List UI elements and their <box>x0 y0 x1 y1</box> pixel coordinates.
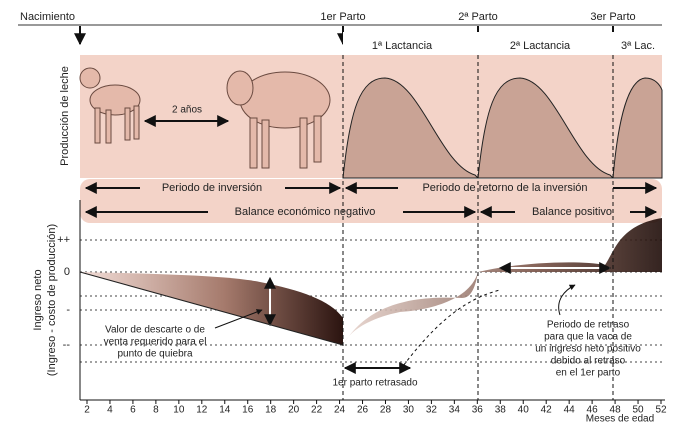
x-tick-label: 52 <box>655 405 667 416</box>
x-tick-label: 14 <box>219 405 231 416</box>
x-tick-label: 26 <box>357 405 369 416</box>
x-tick-label: 10 <box>173 405 185 416</box>
cull-line <box>79 271 344 346</box>
positive-area <box>343 218 662 345</box>
y-level-label: ++ <box>57 234 70 246</box>
y-label: (Ingreso - costo de producción) <box>46 224 58 376</box>
lactation-curve <box>342 77 480 179</box>
x-tick-label: 28 <box>380 405 392 416</box>
period-label: Balance positivo <box>532 206 612 218</box>
x-tick-label: 16 <box>242 405 254 416</box>
timeline-label: Nacimiento <box>20 11 75 23</box>
x-tick-label: 8 <box>153 405 159 416</box>
x-tick-label: 50 <box>632 405 644 416</box>
heifer-icon <box>226 70 331 169</box>
y-label: Ingreso neto <box>32 269 44 330</box>
x-tick-label: 38 <box>495 405 507 416</box>
period-label: Periodo de retorno de la inversión <box>422 182 587 194</box>
period-label: Balance económico negativo <box>235 206 376 218</box>
x-tick-label: 12 <box>196 405 208 416</box>
y-level-label: -- <box>63 339 71 351</box>
annotation: 1er parto retrasado <box>332 378 417 389</box>
calf-icon <box>79 67 141 144</box>
x-tick-label: 42 <box>541 405 553 416</box>
lactation-curve <box>612 77 663 179</box>
x-tick-label: 6 <box>130 405 136 416</box>
annotation: punto de quiebra <box>117 349 193 360</box>
lactation-label: 1ª Lactancia <box>372 40 433 52</box>
annotation: venta requerido para el <box>104 337 207 348</box>
x-tick-label: 20 <box>288 405 300 416</box>
annotation: Periodo de retraso <box>547 320 630 331</box>
lactation-curve <box>477 77 615 179</box>
x-tick-label: 22 <box>311 405 323 416</box>
x-tick-label: 4 <box>107 405 113 416</box>
annotation: debido al retraso <box>551 356 626 367</box>
y-level-label: 0 <box>64 266 70 278</box>
lactation-label: 2ª Lactancia <box>510 40 571 52</box>
lactation-label: 3ª Lac. <box>621 40 655 52</box>
x-tick-label: 36 <box>472 405 484 416</box>
timeline-label: 2ª Parto <box>458 11 498 23</box>
calving-lines <box>342 55 614 400</box>
x-tick-label: 32 <box>426 405 438 416</box>
annotation: un ingreso neto positivo <box>535 344 641 355</box>
annotation: para que la vaca de <box>544 332 632 343</box>
x-tick-label: 48 <box>610 405 622 416</box>
x-tick-label: 40 <box>518 405 530 416</box>
period-label: Periodo de inversión <box>162 182 262 194</box>
x-label: Meses de edad <box>586 414 654 425</box>
x-tick-label: 18 <box>265 405 277 416</box>
y-label: Producción de leche <box>59 66 71 166</box>
y-level-label: - <box>66 304 70 316</box>
annotation: Valor de descarte o de <box>105 325 205 336</box>
x-tick-label: 2 <box>84 405 90 416</box>
x-tick-label: 44 <box>564 405 576 416</box>
x-tick-label: 24 <box>334 405 346 416</box>
annotation-arrow <box>214 309 263 329</box>
x-tick-label: 46 <box>587 405 599 416</box>
timeline-label: 3er Parto <box>590 11 635 23</box>
annotation-arrow <box>558 284 576 316</box>
x-tick-label: 34 <box>449 405 461 416</box>
annotation: en el 1er parto <box>556 368 621 379</box>
timeline-label: 1er Parto <box>320 11 365 23</box>
age-label: 2 años <box>172 105 202 116</box>
x-tick-label: 30 <box>403 405 415 416</box>
